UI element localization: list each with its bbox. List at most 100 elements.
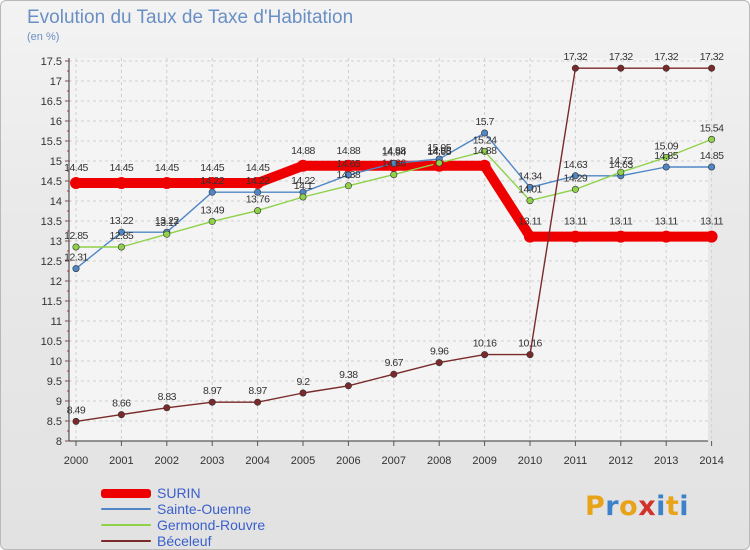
proxiti-logo: Proxiti [585,491,689,522]
data-point [163,404,171,412]
data-point [299,193,307,201]
y-tick-label: 12.5 [41,256,62,268]
data-label: 9.96 [430,346,449,358]
data-point [526,197,534,205]
data-label: 14.94 [382,146,406,158]
data-label: 17.32 [564,51,588,63]
data-point [206,177,219,189]
x-tick-label: 2003 [200,455,224,467]
data-label: 15.05 [427,142,451,154]
plot-area [69,58,708,441]
x-tick-label: 2006 [336,455,360,467]
y-tick-label: 16 [50,116,62,128]
data-label: 13.76 [246,194,270,206]
data-label: 14.22 [246,175,270,187]
data-label: 14.85 [654,150,678,162]
data-label: 14.88 [382,145,406,157]
legend-swatch [101,524,151,526]
data-point [117,243,125,251]
data-label: 14.88 [427,145,451,157]
data-point [251,177,264,189]
y-tick-label: 10.5 [41,336,62,348]
data-label: 13.11 [519,216,543,228]
data-label: 14.22 [291,175,315,187]
data-point [208,188,216,196]
data-point [708,135,716,143]
legend-swatch [101,488,151,498]
data-label: 15.09 [654,140,678,152]
data-label: 13.17 [155,217,179,229]
data-point [481,351,489,359]
data-label: 14.22 [200,175,224,187]
data-point [160,177,173,189]
data-point [571,64,579,72]
x-tick-label: 2005 [291,455,315,467]
data-label: 14.88 [337,145,361,157]
x-tick-label: 2008 [427,455,451,467]
x-tick-label: 2010 [518,455,542,467]
data-label: 14.1 [294,180,313,192]
data-label: 14.65 [337,158,361,170]
data-label: 14.66 [382,158,406,170]
legend-item: SURIN [101,485,265,501]
data-point [435,159,443,167]
data-label: 12.85 [64,230,88,242]
legend-label: Germond-Rouvre [157,517,266,533]
legend-swatch [101,540,151,542]
y-tick-label: 10 [50,356,62,368]
data-point [390,370,398,378]
data-label: 17.32 [700,51,724,63]
data-label: 13.11 [609,216,633,228]
x-tick-label: 2011 [564,455,588,467]
data-point [208,398,216,406]
x-tick-label: 2004 [245,455,269,467]
data-label: 14.29 [564,172,588,184]
data-point [70,177,82,189]
data-label: 9.67 [385,357,404,369]
data-label: 13.11 [564,216,588,228]
data-label: 8.83 [158,391,177,403]
legend-item: Béceleuf [101,533,265,549]
y-tick-label: 9.5 [47,376,62,388]
data-point [660,230,673,243]
x-tick-label: 2000 [64,455,88,467]
data-point [72,417,80,425]
chart-subtitle: (en %) [27,31,60,43]
data-label: 13.11 [655,216,679,228]
data-point [115,177,128,189]
y-tick-label: 14.5 [41,176,62,188]
data-label: 15.7 [475,116,494,128]
data-point [708,64,716,72]
data-point [526,351,534,359]
data-label: 10.16 [473,338,497,350]
data-point [344,171,352,179]
logo-letter: t [665,491,680,522]
data-point [390,171,398,179]
data-label: 14.63 [564,159,588,171]
data-point [524,230,536,243]
data-label: 8.97 [248,385,267,397]
data-label: 10.16 [518,338,542,350]
x-tick-label: 2012 [609,455,633,467]
y-tick-label: 11.5 [41,296,62,308]
chart-legend: SURIN Sainte-Ouenne Germond-Rouvre Béceleuf [101,485,265,549]
data-label: 9.38 [339,369,358,381]
data-point [344,382,352,390]
data-point [478,159,491,172]
data-label: 8.49 [67,404,86,416]
data-point [569,230,582,243]
data-point [208,217,216,225]
data-point [117,411,125,419]
data-label: 17.32 [654,51,678,63]
x-tick-label: 2013 [654,455,678,467]
data-point [662,163,670,171]
legend-label: SURIN [157,485,201,501]
data-point [254,398,262,406]
data-point [481,147,489,155]
data-point [705,230,718,243]
data-point [342,159,355,172]
data-point [708,163,716,171]
data-point [254,188,262,196]
